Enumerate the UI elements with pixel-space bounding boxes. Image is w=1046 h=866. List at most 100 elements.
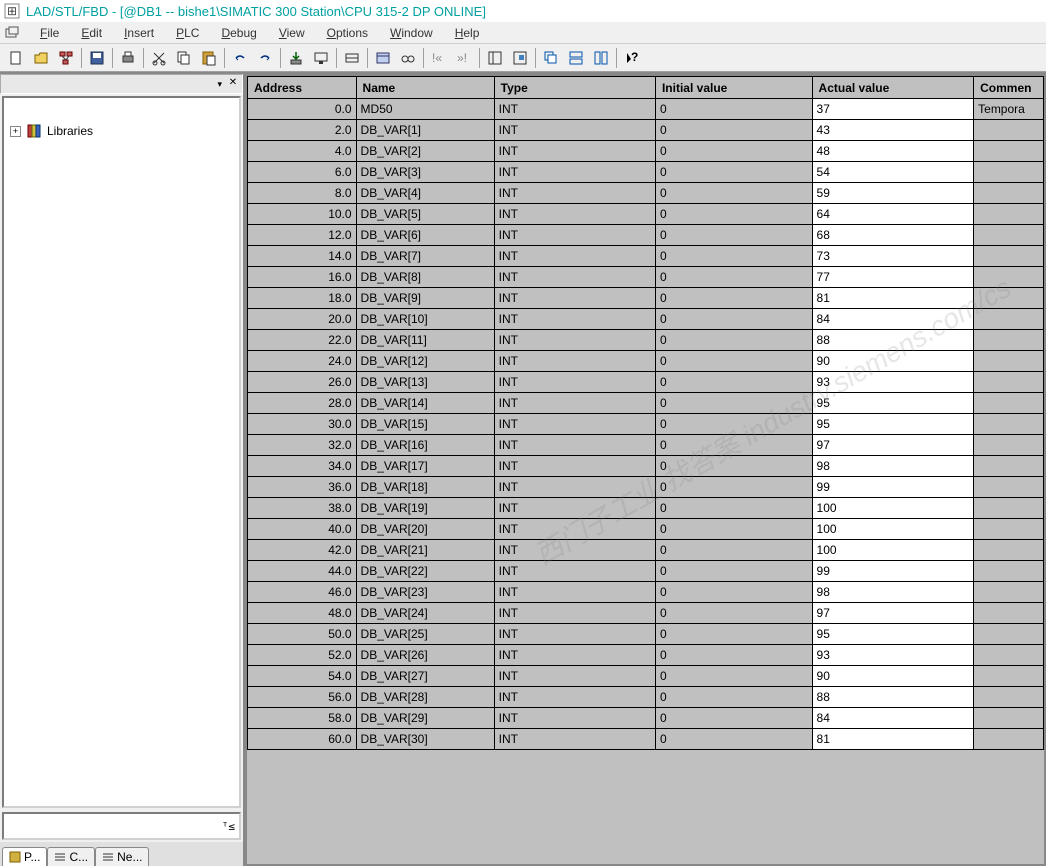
cell-address[interactable]: 10.0 xyxy=(248,204,357,225)
cell-comment[interactable] xyxy=(974,519,1044,540)
cell-actual[interactable]: 90 xyxy=(812,666,974,687)
cell-type[interactable]: INT xyxy=(494,309,655,330)
menu-debug[interactable]: Debug xyxy=(211,24,266,42)
print-icon[interactable] xyxy=(116,47,140,69)
col-comment[interactable]: Commen xyxy=(974,77,1044,99)
cell-comment[interactable] xyxy=(974,708,1044,729)
cell-initial[interactable]: 0 xyxy=(655,519,812,540)
cell-actual[interactable]: 97 xyxy=(812,435,974,456)
cell-address[interactable]: 40.0 xyxy=(248,519,357,540)
table-row[interactable]: 56.0DB_VAR[28]INT088 xyxy=(248,687,1044,708)
cell-address[interactable]: 14.0 xyxy=(248,246,357,267)
table-row[interactable]: 24.0DB_VAR[12]INT090 xyxy=(248,351,1044,372)
tile-h-icon[interactable] xyxy=(564,47,588,69)
cell-initial[interactable]: 0 xyxy=(655,582,812,603)
cell-type[interactable]: INT xyxy=(494,477,655,498)
cell-type[interactable]: INT xyxy=(494,540,655,561)
cell-type[interactable]: INT xyxy=(494,498,655,519)
cell-initial[interactable]: 0 xyxy=(655,267,812,288)
cell-actual[interactable]: 48 xyxy=(812,141,974,162)
tree-node-libraries[interactable]: + Libraries xyxy=(8,122,235,140)
cell-actual[interactable]: 81 xyxy=(812,288,974,309)
cell-name[interactable]: DB_VAR[6] xyxy=(356,225,494,246)
cell-actual[interactable]: 90 xyxy=(812,351,974,372)
cell-name[interactable]: DB_VAR[24] xyxy=(356,603,494,624)
cell-actual[interactable]: 100 xyxy=(812,498,974,519)
cell-initial[interactable]: 0 xyxy=(655,435,812,456)
cell-name[interactable]: DB_VAR[25] xyxy=(356,624,494,645)
cell-address[interactable]: 16.0 xyxy=(248,267,357,288)
cut-icon[interactable] xyxy=(147,47,171,69)
cell-address[interactable]: 48.0 xyxy=(248,603,357,624)
cell-comment[interactable] xyxy=(974,540,1044,561)
cell-actual[interactable]: 88 xyxy=(812,330,974,351)
cell-type[interactable]: INT xyxy=(494,708,655,729)
cell-comment[interactable] xyxy=(974,141,1044,162)
table-row[interactable]: 30.0DB_VAR[15]INT095 xyxy=(248,414,1044,435)
table-row[interactable]: 52.0DB_VAR[26]INT093 xyxy=(248,645,1044,666)
dropdown-icon[interactable]: ▾ xyxy=(217,79,222,90)
cell-initial[interactable]: 0 xyxy=(655,498,812,519)
cell-initial[interactable]: 0 xyxy=(655,456,812,477)
cell-name[interactable]: DB_VAR[5] xyxy=(356,204,494,225)
cell-actual[interactable]: 97 xyxy=(812,603,974,624)
table-row[interactable]: 12.0DB_VAR[6]INT068 xyxy=(248,225,1044,246)
cell-initial[interactable]: 0 xyxy=(655,561,812,582)
table-row[interactable]: 0.0MD50INT037Tempora xyxy=(248,99,1044,120)
cell-address[interactable]: 24.0 xyxy=(248,351,357,372)
cell-comment[interactable] xyxy=(974,204,1044,225)
table-row[interactable]: 38.0DB_VAR[19]INT0100 xyxy=(248,498,1044,519)
cell-actual[interactable]: 93 xyxy=(812,372,974,393)
cell-actual[interactable]: 95 xyxy=(812,414,974,435)
cell-name[interactable]: DB_VAR[10] xyxy=(356,309,494,330)
cell-initial[interactable]: 0 xyxy=(655,246,812,267)
table-row[interactable]: 16.0DB_VAR[8]INT077 xyxy=(248,267,1044,288)
table-row[interactable]: 20.0DB_VAR[10]INT084 xyxy=(248,309,1044,330)
cell-initial[interactable]: 0 xyxy=(655,225,812,246)
cell-type[interactable]: INT xyxy=(494,120,655,141)
block-icon[interactable] xyxy=(340,47,364,69)
restore-icon[interactable] xyxy=(4,25,20,41)
cell-initial[interactable]: 0 xyxy=(655,393,812,414)
save-icon[interactable] xyxy=(85,47,109,69)
program-icon[interactable] xyxy=(371,47,395,69)
col-initial[interactable]: Initial value xyxy=(655,77,812,99)
menu-file[interactable]: File xyxy=(30,24,69,42)
cell-name[interactable]: DB_VAR[4] xyxy=(356,183,494,204)
cell-name[interactable]: DB_VAR[17] xyxy=(356,456,494,477)
cell-comment[interactable] xyxy=(974,456,1044,477)
col-actual[interactable]: Actual value xyxy=(812,77,974,99)
cell-address[interactable]: 8.0 xyxy=(248,183,357,204)
cell-comment[interactable] xyxy=(974,120,1044,141)
cell-type[interactable]: INT xyxy=(494,456,655,477)
redo-icon[interactable] xyxy=(253,47,277,69)
cell-address[interactable]: 18.0 xyxy=(248,288,357,309)
cell-address[interactable]: 32.0 xyxy=(248,435,357,456)
cell-comment[interactable] xyxy=(974,498,1044,519)
cell-address[interactable]: 54.0 xyxy=(248,666,357,687)
tree-area[interactable]: + Libraries xyxy=(2,96,241,808)
table-row[interactable]: 46.0DB_VAR[23]INT098 xyxy=(248,582,1044,603)
filter-box[interactable]: ᵀ≤ xyxy=(2,812,241,840)
cell-address[interactable]: 12.0 xyxy=(248,225,357,246)
cell-type[interactable]: INT xyxy=(494,204,655,225)
cell-actual[interactable]: 84 xyxy=(812,708,974,729)
cell-name[interactable]: DB_VAR[2] xyxy=(356,141,494,162)
menu-insert[interactable]: Insert xyxy=(114,24,164,42)
next-diff-icon[interactable]: »! xyxy=(452,47,476,69)
cell-initial[interactable]: 0 xyxy=(655,414,812,435)
cell-comment[interactable] xyxy=(974,330,1044,351)
cascade-icon[interactable] xyxy=(539,47,563,69)
cell-initial[interactable]: 0 xyxy=(655,351,812,372)
cell-address[interactable]: 6.0 xyxy=(248,162,357,183)
monitor-icon[interactable] xyxy=(309,47,333,69)
cell-actual[interactable]: 95 xyxy=(812,393,974,414)
cell-address[interactable]: 34.0 xyxy=(248,456,357,477)
open-icon[interactable] xyxy=(29,47,53,69)
cell-initial[interactable]: 0 xyxy=(655,624,812,645)
cell-comment[interactable] xyxy=(974,561,1044,582)
col-name[interactable]: Name xyxy=(356,77,494,99)
cell-name[interactable]: DB_VAR[20] xyxy=(356,519,494,540)
col-type[interactable]: Type xyxy=(494,77,655,99)
tile-v-icon[interactable] xyxy=(589,47,613,69)
